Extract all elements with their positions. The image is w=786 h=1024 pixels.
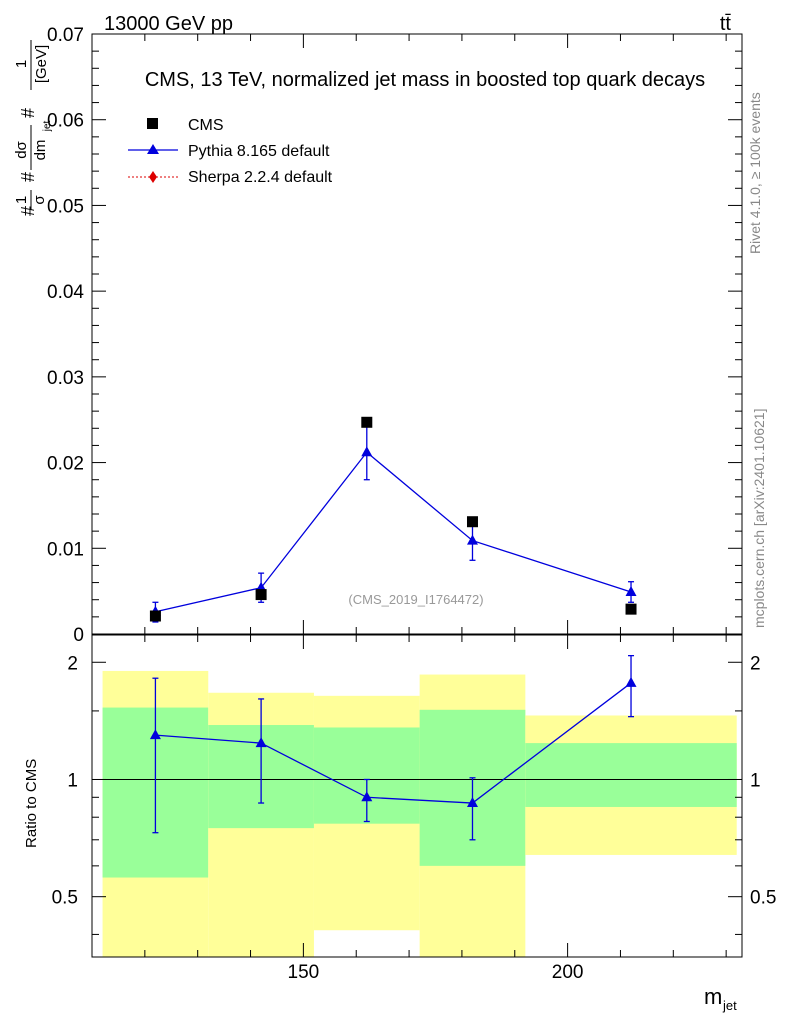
y-label-jet-sub: jet [42,120,53,132]
main-panel-frame [91,33,743,635]
y-label-dm: dm [32,140,49,161]
y-label-hash-3: # [18,108,38,118]
analysis-tag: (CMS_2019_I1764472) [348,592,483,607]
pythia-point [625,586,637,596]
energy-label: 13000 GeV pp [104,13,233,35]
main-y-tick-label: 0.02 [47,454,84,475]
ratio-y-tick-label-right: 0.5 [750,888,776,909]
cms-point [361,416,373,428]
ratio-x-tick-label: 200 [552,962,584,983]
pythia-line [155,451,632,613]
process-label: tt̄ [720,13,732,35]
ratio-y-label-group: Ratio to CMS [23,759,40,848]
legend-label-sherpa: Sherpa 2.2.4 default [188,169,333,186]
ratio-series [149,654,637,841]
ratio-pythia-point [255,737,267,748]
y-label-one-2: 1 [13,60,30,68]
y-label-sigma: σ [31,195,48,205]
side-label-bottom-group: mcplots.cern.ch [arXiv:2401.10621] [751,409,767,628]
plot-title: CMS, 13 TeV, normalized jet mass in boos… [145,69,705,91]
cms-point [625,603,637,615]
ratio-band-green [525,743,737,807]
ratio-y-tick-label-right: 1 [750,770,761,791]
main-series [149,416,637,623]
legend-marker-cms [147,118,158,129]
y-label-hash-2: # [18,172,38,182]
y-label-one: 1 [13,196,30,204]
main-y-tick-label: 0.07 [47,25,84,46]
side-label-bottom: mcplots.cern.ch [arXiv:2401.10621] [751,409,767,628]
x-axis-label: m jet [704,984,737,1013]
legend-label-cms: CMS [188,117,224,134]
ratio-y-tick-label: 0.5 [52,888,78,909]
y-label-gev: [GeV] [33,45,50,83]
ratio-pythia-point [361,791,373,802]
main-y-tick-label: 0.06 [47,111,84,132]
main-y-tick-label: 0.01 [47,539,84,560]
ratio-pythia-point [625,676,637,687]
y-label-hash-1: # [18,206,38,216]
ratio-pythia-point [149,729,161,740]
x-label-m: m [704,984,722,1009]
pythia-point [466,534,478,545]
cms-point [149,610,161,622]
ratio-y-tick-label-right: 2 [750,653,761,674]
ratio-y-label: Ratio to CMS [23,759,40,848]
legend-label-pythia: Pythia 8.165 default [188,143,330,160]
pythia-point [361,446,373,457]
legend: CMS Pythia 8.165 default Sherpa 2.2.4 de… [128,117,333,186]
side-label-top-group: Rivet 4.1.0, ≥ 100k events [747,92,763,254]
ratio-x-axis: 150 200 [91,635,727,983]
cms-point [466,516,478,528]
ratio-bands [102,670,737,957]
main-x-axis [91,34,727,634]
ratio-pythia-point [466,797,478,808]
side-label-top: Rivet 4.1.0, ≥ 100k events [747,92,763,254]
main-y-axis: 0 0.01 0.02 0.03 0.04 0.05 0.06 0.07 [47,25,742,646]
ratio-y-axis: 0.5 0.5 1 1 2 2 [52,653,776,935]
ratio-y-tick-label: 1 [67,770,78,791]
legend-marker-pythia [147,144,159,154]
main-y-label: # 1 σ # dσ dm jet # 1 [GeV] [13,40,53,216]
ratio-y-tick-label: 2 [67,653,78,674]
y-label-dsigma: dσ [13,140,30,158]
main-y-tick-label: 0 [73,625,84,646]
x-label-jet-sub: jet [722,998,737,1013]
main-panel: 0 0.01 0.02 0.03 0.04 0.05 0.06 0.07 CMS, 13 Te… [47,25,743,646]
ratio-x-tick-label: 150 [288,962,320,983]
cms-point [255,589,267,601]
main-y-tick-label: 0.03 [47,368,84,389]
main-y-tick-label: 0.04 [47,282,84,303]
legend-marker-sherpa [149,171,157,183]
ratio-panel-frame [91,634,743,958]
ratio-panel: 0.5 0.5 1 1 2 2 150 200 [52,634,776,983]
main-y-tick-label: 0.05 [47,196,84,217]
